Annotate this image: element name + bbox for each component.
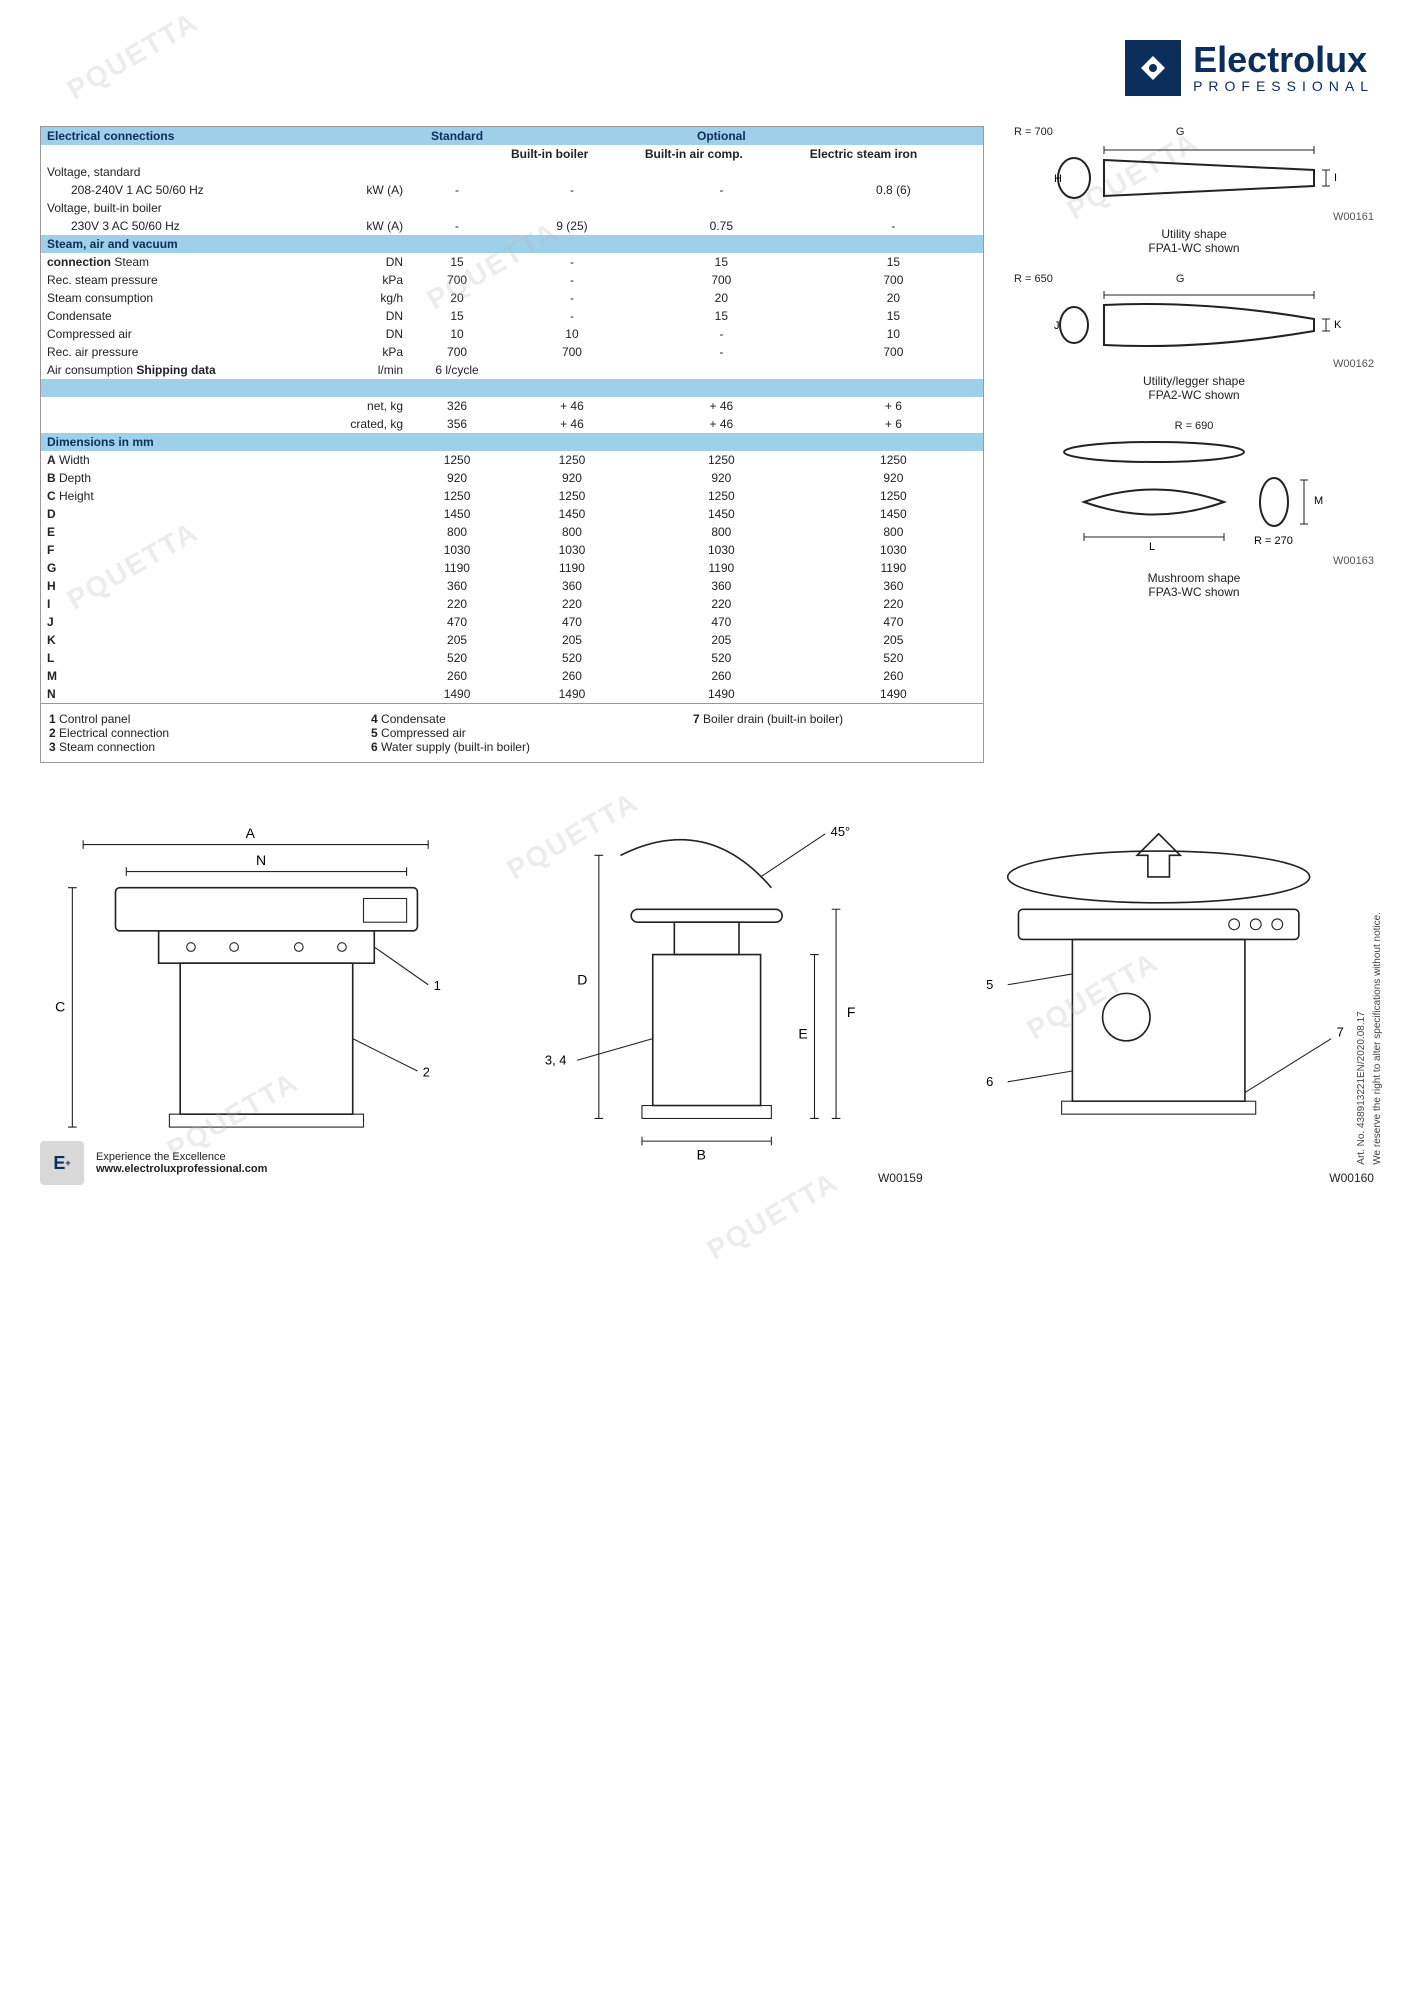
- page-footer: E+ Experience the Excellence www.electro…: [40, 1141, 267, 1185]
- svg-text:1: 1: [434, 978, 441, 993]
- footer-badge-icon: E+: [40, 1141, 84, 1185]
- svg-text:M: M: [1314, 495, 1323, 507]
- svg-text:R = 270: R = 270: [1254, 535, 1293, 547]
- svg-text:C: C: [55, 999, 65, 1015]
- hdr-electrical: Electrical connections: [41, 127, 410, 146]
- svg-text:6: 6: [986, 1074, 993, 1089]
- svg-text:3, 4: 3, 4: [545, 1053, 567, 1068]
- svg-text:J: J: [1054, 320, 1060, 332]
- vertical-notes: Art. No. 438913221EN/2020.08.17 We reser…: [1354, 912, 1386, 1165]
- sub-builtin-boiler: Built-in boiler: [505, 145, 639, 163]
- technical-drawings: A N C 1 2 W00158 45° D: [40, 823, 1374, 1185]
- svg-text:A: A: [246, 825, 256, 841]
- brand-subtitle: PROFESSIONAL: [1193, 78, 1374, 94]
- svg-text:N: N: [256, 852, 266, 868]
- svg-text:45°: 45°: [831, 824, 851, 839]
- shape-diagrams: R = 700 G H I W00161 Utility shapeFPA1-W…: [1014, 126, 1374, 763]
- hdr-steam: Steam, air and vacuum: [41, 235, 984, 253]
- logo-icon: [1125, 40, 1181, 96]
- svg-text:H: H: [1054, 173, 1062, 185]
- brand-title: Electrolux: [1193, 42, 1374, 78]
- svg-text:7: 7: [1336, 1025, 1343, 1040]
- drawing-code-3: W00160: [943, 1171, 1374, 1185]
- svg-text:L: L: [1149, 541, 1155, 552]
- svg-text:K: K: [1334, 319, 1342, 331]
- svg-text:F: F: [847, 1004, 856, 1020]
- svg-text:2: 2: [423, 1064, 430, 1079]
- sub-builtin-air: Built-in air comp.: [639, 145, 804, 163]
- hdr-standard: Standard: [409, 127, 505, 146]
- legend: 1 Control panel2 Electrical connection3 …: [40, 704, 984, 763]
- drawing-code-2: W00159: [491, 1171, 922, 1185]
- svg-text:E: E: [799, 1026, 808, 1042]
- footer-url: www.electroluxprofessional.com: [96, 1163, 267, 1175]
- svg-text:I: I: [1334, 172, 1337, 184]
- brand-logo: Electrolux PROFESSIONAL: [40, 40, 1374, 96]
- svg-text:5: 5: [986, 977, 993, 992]
- hdr-optional: Optional: [639, 127, 804, 146]
- footer-tagline: Experience the Excellence: [96, 1151, 267, 1163]
- svg-text:B: B: [697, 1146, 706, 1162]
- svg-text:D: D: [578, 972, 588, 988]
- sub-electric-iron: Electric steam iron: [804, 145, 984, 163]
- hdr-dimensions: Dimensions in mm: [41, 433, 984, 451]
- spec-table: Electrical connections Standard Optional…: [40, 126, 984, 704]
